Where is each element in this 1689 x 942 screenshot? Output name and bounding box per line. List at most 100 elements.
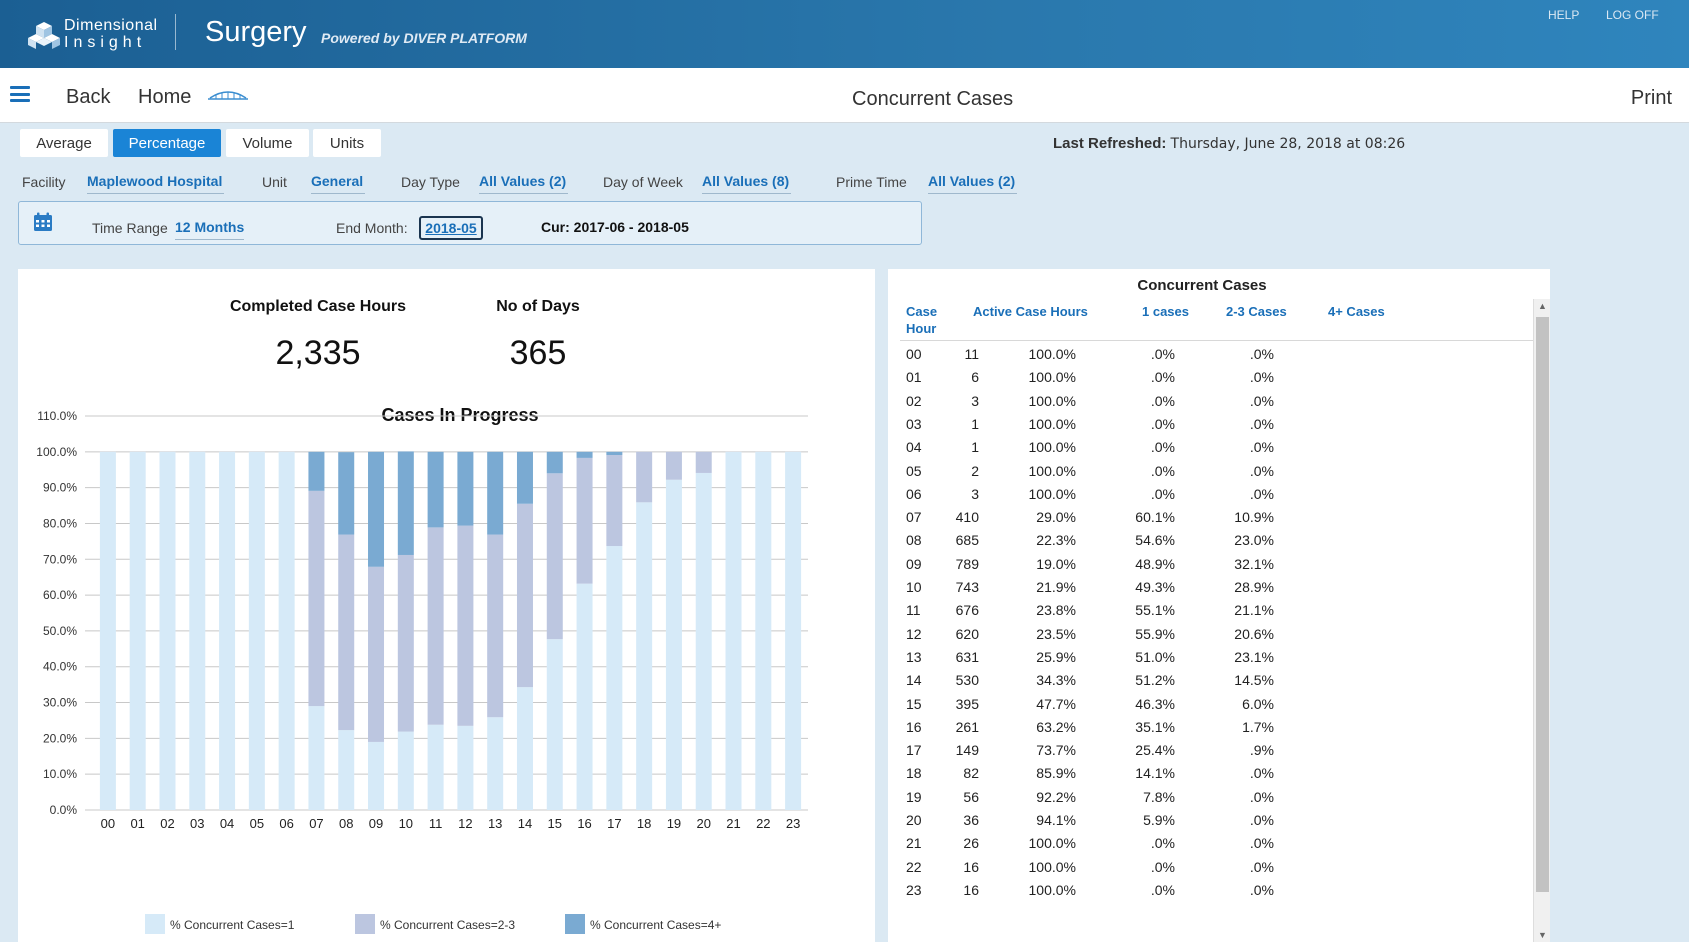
home-link[interactable]: Home: [138, 86, 192, 108]
cell-4plus-cases: 21.1%: [1234, 602, 1274, 619]
dayofweek-filter[interactable]: All Values (8): [702, 173, 792, 194]
bar-segment: [576, 451, 593, 458]
unit-label: Unit: [262, 174, 287, 190]
y-tick-label: 30.0%: [43, 696, 77, 710]
cell-4plus-cases: .9%: [1249, 742, 1274, 759]
cell-1-cases: 25.9%: [1036, 648, 1076, 665]
table-row: 07 410 29.0% 60.1% 10.9%: [888, 505, 1528, 530]
col-header-active-case-hours[interactable]: Active Case Hours: [973, 304, 1088, 319]
col-header-2-3-cases[interactable]: 2-3 Cases: [1226, 304, 1287, 319]
y-tick-label: 70.0%: [43, 552, 77, 566]
scroll-thumb[interactable]: [1536, 317, 1549, 892]
daytype-filter[interactable]: All Values (2): [479, 173, 569, 194]
table-row: 05 2 100.0% .0% .0%: [888, 459, 1528, 484]
dimensional-insight-logo[interactable]: Dimensional Insight: [28, 14, 158, 54]
time-range-filter[interactable]: 12 Months: [175, 219, 245, 240]
tab-volume[interactable]: Volume: [226, 129, 309, 157]
table-scrollbar[interactable]: ▲ ▼: [1533, 299, 1550, 942]
cell-case-hour: 21: [906, 835, 922, 852]
bridge-icon[interactable]: [208, 88, 248, 104]
chart-title: Cases In Progress: [381, 405, 539, 425]
cell-case-hour: 16: [906, 718, 922, 735]
powered-by-text: Powered by DIVER PLATFORM: [321, 30, 527, 46]
tab-average[interactable]: Average: [20, 129, 108, 157]
table-row: 03 1 100.0% .0% .0%: [888, 412, 1528, 437]
x-tick-label: 16: [577, 816, 591, 831]
logo-text-line2: Insight: [64, 34, 147, 51]
cell-active-hours: 36: [963, 812, 979, 828]
cell-active-hours: 685: [955, 532, 979, 549]
header-divider: [175, 14, 176, 50]
cell-1-cases: 100.0%: [1028, 346, 1076, 362]
cell-1-cases: 19.0%: [1036, 555, 1076, 572]
cell-active-hours: 6: [971, 369, 979, 386]
bar-segment: [308, 706, 325, 810]
cell-2-3-cases: 5.9%: [1143, 812, 1175, 828]
cell-4plus-cases: .0%: [1249, 881, 1274, 898]
cell-2-3-cases: 35.1%: [1135, 718, 1175, 735]
y-tick-label: 50.0%: [43, 624, 77, 638]
scroll-up-icon[interactable]: ▲: [1538, 301, 1547, 311]
cell-2-3-cases: 46.3%: [1135, 695, 1175, 712]
bar-segment: [397, 451, 414, 555]
cell-4plus-cases: .0%: [1249, 485, 1274, 502]
table-row: 21 26 100.0% .0% .0%: [888, 831, 1528, 856]
cell-2-3-cases: .0%: [1150, 485, 1175, 502]
nav-bar: Back Home Concurrent Cases Print: [0, 68, 1689, 123]
print-link[interactable]: Print: [1630, 87, 1672, 109]
help-link[interactable]: HELP: [1548, 8, 1580, 22]
bar-segment: [338, 534, 355, 731]
bar-segment: [219, 451, 236, 810]
bar-segment: [516, 503, 533, 688]
cell-active-hours: 410: [955, 509, 979, 526]
calendar-icon[interactable]: [33, 212, 53, 232]
cell-case-hour: 15: [906, 695, 922, 712]
cell-4plus-cases: .0%: [1249, 415, 1274, 432]
facility-filter[interactable]: Maplewood Hospital: [87, 173, 225, 194]
cell-4plus-cases: .0%: [1249, 439, 1274, 456]
bar-segment: [457, 725, 474, 810]
unit-filter[interactable]: General: [311, 173, 366, 194]
bar-segment: [248, 451, 265, 810]
cell-active-hours: 3: [971, 485, 979, 502]
bar-segment: [368, 451, 385, 567]
bar-segment: [636, 502, 653, 810]
tab-units[interactable]: Units: [313, 129, 381, 157]
cell-2-3-cases: 54.6%: [1135, 532, 1175, 549]
end-month-input[interactable]: 2018-05: [419, 216, 483, 240]
y-tick-label: 40.0%: [43, 660, 77, 674]
cell-case-hour: 12: [906, 625, 922, 642]
cell-4plus-cases: 20.6%: [1234, 625, 1274, 642]
cell-1-cases: 100.0%: [1028, 439, 1076, 456]
bar-segment: [159, 451, 176, 810]
back-link[interactable]: Back: [66, 86, 111, 108]
bar-segment: [368, 741, 385, 810]
x-tick-label: 22: [756, 816, 770, 831]
col-header-case-hour[interactable]: Case Hour: [906, 304, 938, 336]
completed-case-hours-label: Completed Case Hours: [229, 298, 407, 315]
bar-segment: [338, 452, 355, 535]
x-tick-label: 10: [399, 816, 413, 831]
y-tick-label: 90.0%: [43, 481, 77, 495]
cell-1-cases: 100.0%: [1028, 369, 1076, 386]
scroll-down-icon[interactable]: ▼: [1538, 930, 1547, 940]
bar-segment: [606, 451, 623, 456]
menu-icon[interactable]: [10, 86, 30, 102]
col-header-1-cases[interactable]: 1 cases: [1142, 304, 1189, 319]
primetime-filter[interactable]: All Values (2): [928, 173, 1018, 194]
col-header-4plus-cases[interactable]: 4+ Cases: [1328, 304, 1385, 319]
cell-active-hours: 149: [955, 742, 979, 759]
completed-case-hours-value: 2,335: [275, 334, 361, 372]
table-row: 16 261 63.2% 35.1% 1.7%: [888, 715, 1528, 740]
x-tick-label: 12: [458, 816, 472, 831]
daytype-label: Day Type: [401, 174, 460, 190]
cell-active-hours: 789: [955, 555, 979, 572]
cell-1-cases: 100.0%: [1028, 835, 1076, 852]
x-tick-label: 04: [220, 816, 234, 831]
cell-4plus-cases: 23.0%: [1234, 532, 1274, 549]
cell-1-cases: 63.2%: [1036, 718, 1076, 735]
cell-1-cases: 100.0%: [1028, 881, 1076, 898]
x-tick-label: 01: [130, 816, 144, 831]
logoff-link[interactable]: LOG OFF: [1606, 8, 1659, 22]
tab-percentage[interactable]: Percentage: [113, 129, 221, 157]
